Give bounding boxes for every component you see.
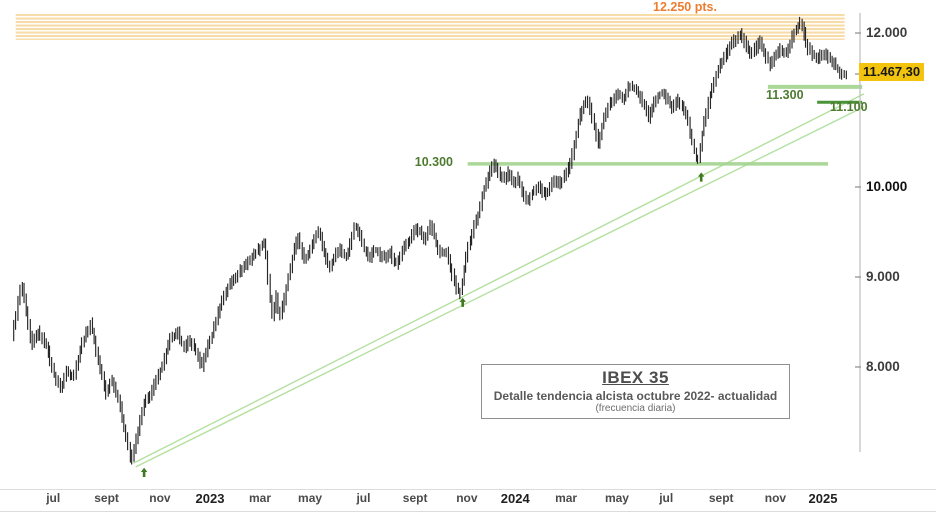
x-axis-label: jul bbox=[659, 491, 674, 505]
resistance-price-label: 12.250 pts. bbox=[653, 0, 717, 14]
x-axis-label: 2024 bbox=[500, 491, 530, 506]
x-axis-label: sept bbox=[402, 491, 428, 505]
trendline bbox=[132, 93, 865, 464]
x-axis-label: mar bbox=[555, 491, 578, 505]
chart-title-box: IBEX 35 Detalle tendencia alcista octubr… bbox=[481, 364, 790, 419]
x-axis-label: nov bbox=[456, 491, 478, 505]
support-10300-label: 10.300 bbox=[414, 155, 453, 169]
y-axis-label: 10.000 bbox=[866, 179, 908, 194]
y-axis-label: 8.000 bbox=[866, 359, 900, 374]
x-axis-label: 2025 bbox=[808, 491, 838, 506]
x-axis-label: jul bbox=[356, 491, 371, 505]
price-bars bbox=[13, 16, 847, 465]
x-axis-label: nov bbox=[149, 491, 171, 505]
up-arrow-icon bbox=[698, 172, 705, 182]
support-11300-label: 11.300 bbox=[766, 88, 804, 102]
x-axis-label: jul bbox=[46, 491, 61, 505]
chart-title: IBEX 35 bbox=[602, 368, 669, 387]
last-price-tag: 11.467,30 bbox=[859, 63, 925, 81]
resistance-zone bbox=[15, 13, 845, 40]
x-axis-label: sept bbox=[708, 491, 734, 505]
up-arrow-icon bbox=[459, 297, 466, 307]
y-axis-label: 12.000 bbox=[866, 25, 908, 40]
x-axis-label: 2023 bbox=[195, 491, 225, 506]
support-11100-label: 11.100 bbox=[830, 100, 868, 114]
x-axis-label: sept bbox=[94, 491, 119, 505]
y-axis-label: 9.000 bbox=[866, 269, 900, 284]
x-axis-label: nov bbox=[764, 491, 787, 505]
trendline bbox=[135, 106, 865, 468]
x-axis-label: may bbox=[604, 491, 629, 505]
x-axis-label: may bbox=[298, 491, 323, 505]
chart-subtitle: Detalle tendencia alcista octubre 2022- … bbox=[493, 389, 778, 403]
up-arrow-icon bbox=[140, 467, 148, 477]
chart-frequency-note: (frecuencia diaria) bbox=[595, 403, 676, 414]
x-axis-label: mar bbox=[249, 491, 272, 505]
